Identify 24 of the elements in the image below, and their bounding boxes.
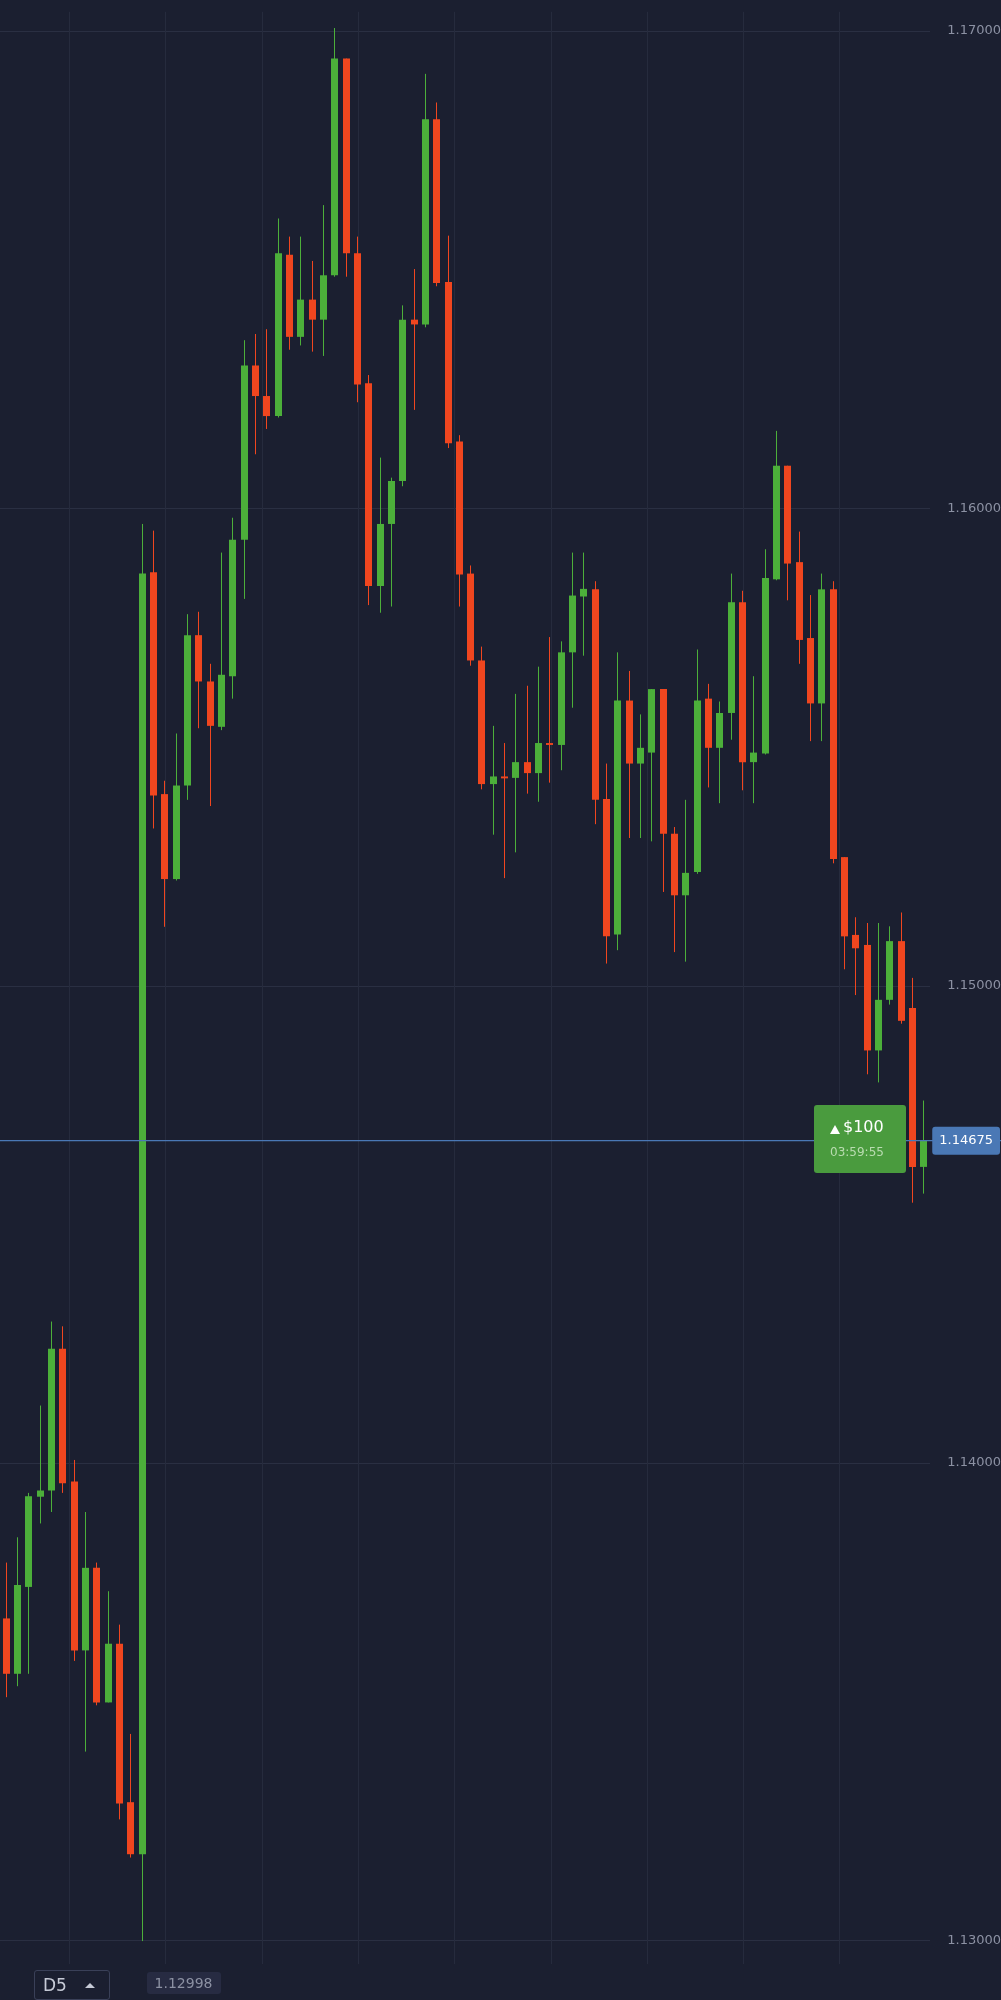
candlestick bbox=[750, 675, 757, 804]
ref-line-label: 1.14675 bbox=[939, 1132, 994, 1148]
candlestick bbox=[682, 799, 689, 963]
selector-button: D5 bbox=[34, 1970, 110, 2000]
y-tick-label: 1.13000 bbox=[947, 1931, 1001, 1947]
y-tick-label: 1.15000 bbox=[947, 976, 1001, 992]
text: 1.12998 bbox=[146, 1972, 221, 1994]
candlestick bbox=[546, 636, 553, 784]
candlestick bbox=[512, 693, 519, 853]
candlestick bbox=[637, 713, 644, 839]
candlestick bbox=[580, 552, 587, 657]
candlestick bbox=[490, 725, 497, 836]
candlestick bbox=[501, 742, 508, 879]
y-tick-label: 1.17000 bbox=[947, 22, 1001, 38]
candlestick bbox=[309, 260, 316, 353]
annotation: 03:59:55 bbox=[830, 1144, 884, 1159]
y-tick-label: 1.16000 bbox=[947, 499, 1001, 515]
candlestick bbox=[852, 916, 859, 996]
candlestick bbox=[37, 1405, 44, 1524]
trade-badge: $100 03:59:55 bbox=[814, 1104, 906, 1173]
candlestick bbox=[263, 328, 270, 430]
candlestick bbox=[524, 685, 531, 795]
annotation: $100 bbox=[843, 1116, 884, 1136]
y-tick-label: 1.14000 bbox=[947, 1454, 1001, 1470]
